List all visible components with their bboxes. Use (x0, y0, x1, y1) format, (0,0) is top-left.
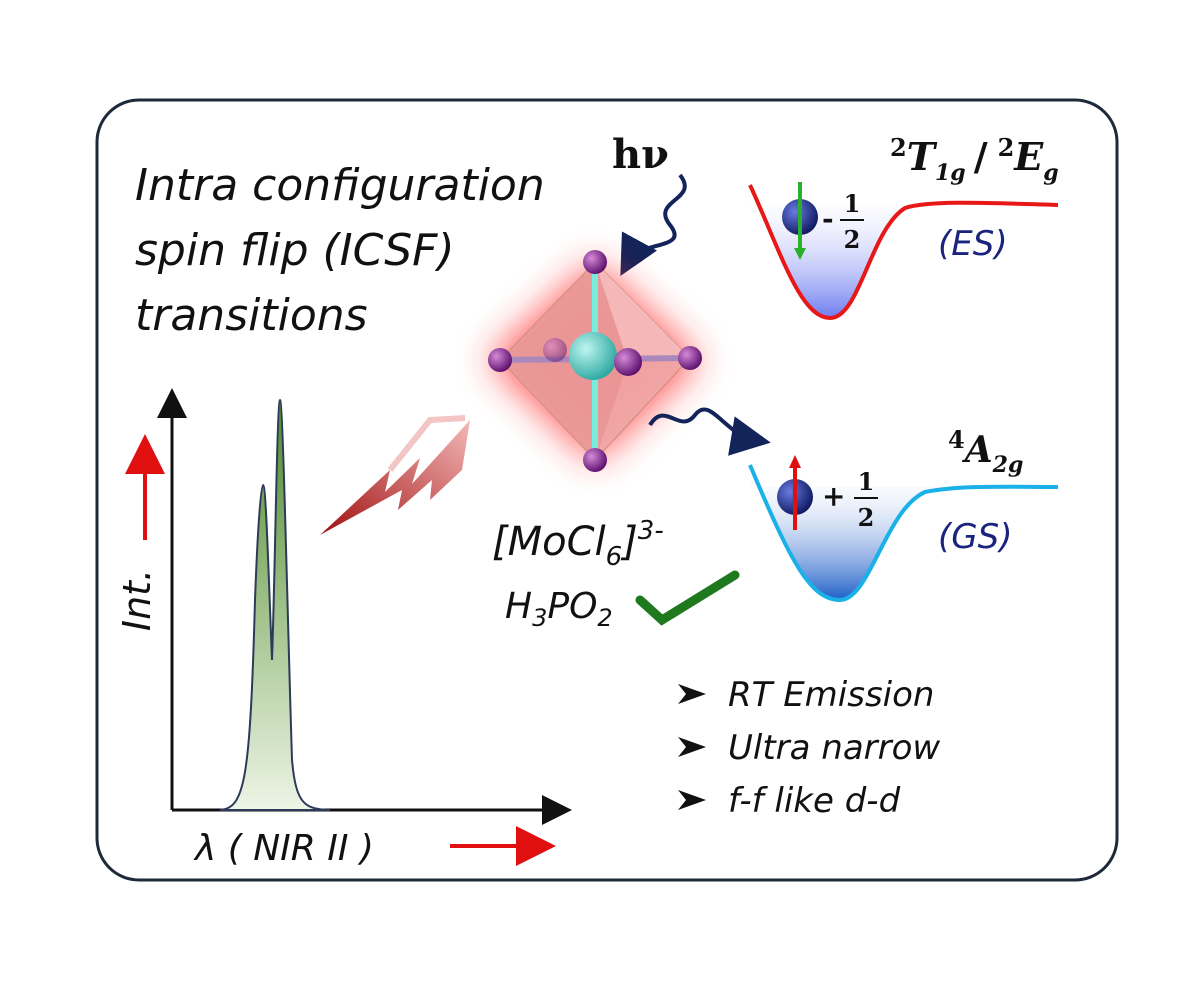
complex-formula: [MoCl6]3- (492, 516, 664, 572)
title-line: transitions (135, 290, 368, 341)
spectrum: Int. λ ( NIR II ) (115, 388, 572, 869)
gs-term: 4A2g (948, 425, 1023, 478)
gs-label: (GS) (938, 517, 1012, 557)
bullet-arrow (678, 684, 706, 704)
excitation-label: hν (612, 131, 669, 178)
feature-text: f-f like d-d (728, 781, 901, 821)
es-label: (ES) (938, 224, 1008, 264)
spin-num: 1 (844, 189, 861, 218)
es-curve (748, 184, 1059, 321)
feature-text: Ultra narrow (728, 728, 940, 768)
es-term: 2T1g/2Eg (890, 133, 1059, 186)
reductant-formula: H3PO2 (505, 586, 613, 632)
spin-sign: + (822, 480, 845, 513)
spin-den: 2 (858, 503, 875, 532)
feature-list: RT Emission Ultra narrow f-f like d-d (678, 675, 940, 821)
spin-den: 2 (844, 225, 861, 254)
title-line: Intra configuration (135, 160, 545, 211)
es-fill (750, 185, 1058, 318)
emission-peak (219, 398, 331, 811)
gs-curve (748, 464, 1059, 603)
octahedron (488, 250, 702, 472)
bullet-arrow (678, 790, 706, 810)
title-line: spin flip (ICSF) (135, 225, 455, 276)
spin-arrowhead (794, 248, 806, 260)
spin-num: 1 (858, 467, 875, 496)
x-label: λ ( NIR II ) (193, 828, 374, 869)
feature-text: RT Emission (728, 675, 934, 715)
y-label: Int. (115, 569, 159, 631)
checkmark (635, 570, 740, 626)
lightning (320, 415, 470, 535)
excitation-arrow (620, 173, 687, 277)
frame (95, 98, 1119, 882)
spin-arrowhead (789, 455, 801, 468)
bullet-arrow (678, 737, 706, 757)
gs-fill (750, 465, 1058, 600)
spin-sign: - (822, 202, 834, 235)
relaxation-arrow (648, 407, 771, 456)
